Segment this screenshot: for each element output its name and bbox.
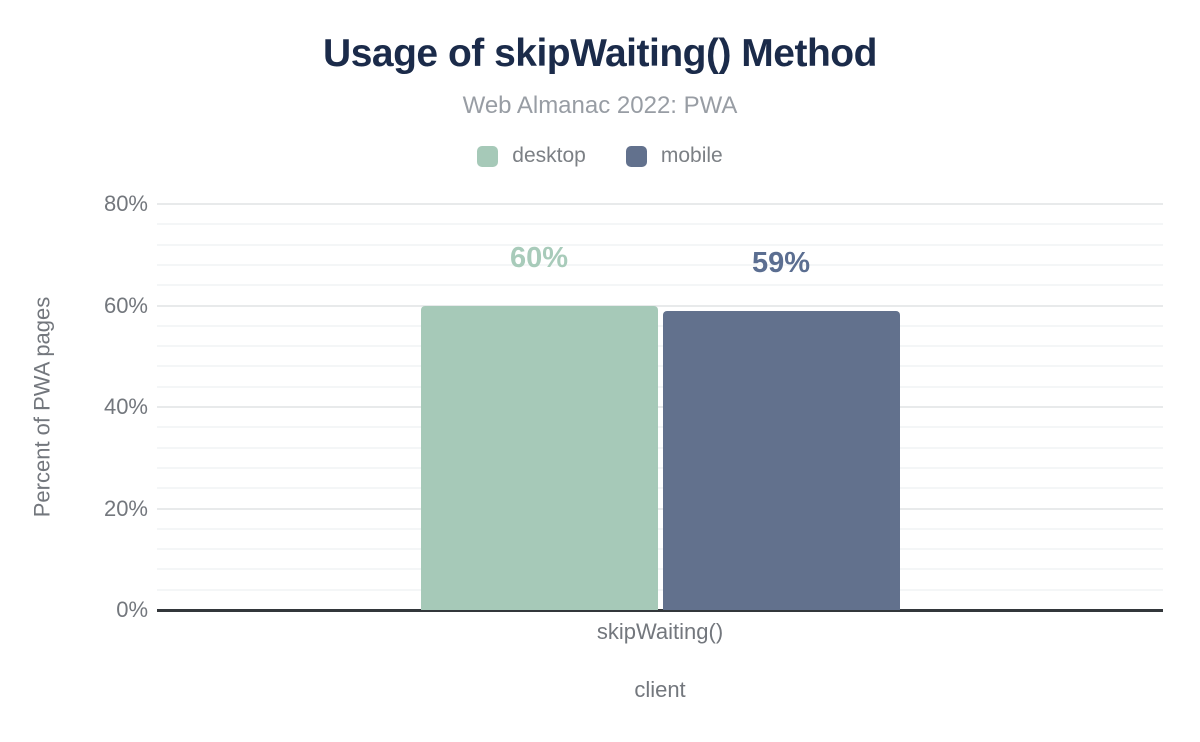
gridline-minor-36 [157,426,1163,429]
gridline-minor-48 [157,365,1163,368]
gridline-minor-4 [157,588,1163,591]
gridline-minor-76 [157,223,1163,226]
gridline-minor-32 [157,446,1163,449]
gridline-minor-8 [157,568,1163,571]
gridline-minor-44 [157,385,1163,388]
gridline-minor-64 [157,284,1163,287]
chart-subtitle: Web Almanac 2022: PWA [462,92,738,119]
gridline-minor-68 [157,263,1163,266]
x-category-label: skipWaiting() [596,619,724,644]
x-axis-title: client [634,677,686,702]
legend-label-mobile: mobile [660,144,723,167]
gridline-minor-28 [157,466,1163,469]
x-axis-line [157,609,1163,612]
y-tick-label-60: 60% [103,292,148,318]
legend: desktop mobile [0,144,1200,168]
chart-title: Usage of skipWaiting() Method [323,32,877,75]
y-tick-label-80: 80% [103,191,148,216]
gridline-minor-72 [157,243,1163,246]
gridline-major-40 [157,406,1163,408]
gridline-minor-56 [157,324,1163,327]
gridline-major-60 [157,304,1163,307]
y-tick-label-20: 20% [103,495,148,521]
bar-value-label-desktop: 60% [509,241,569,274]
legend-label-desktop: desktop [512,144,586,167]
bar-desktop[interactable] [420,305,658,610]
y-tick-label-0: 0% [116,597,148,622]
legend-item-desktop[interactable]: desktop [477,144,586,168]
y-tick-label-40: 40% [103,394,148,419]
gridline-major-20 [157,507,1163,510]
legend-swatch-mobile [625,145,647,167]
bar-value-label-mobile: 59% [751,246,811,279]
legend-item-mobile[interactable]: mobile [625,144,723,168]
plot-area: 0% 20% 40% 60% 80% 60% 59% [104,191,1163,622]
bar-mobile[interactable] [662,310,900,610]
gridline-minor-24 [157,487,1163,490]
gridline-minor-12 [157,548,1163,551]
gridline-major-80 [157,203,1163,205]
gridline-minor-52 [157,345,1163,348]
legend-swatch-desktop [477,145,499,167]
gridline-minor-16 [157,527,1163,530]
